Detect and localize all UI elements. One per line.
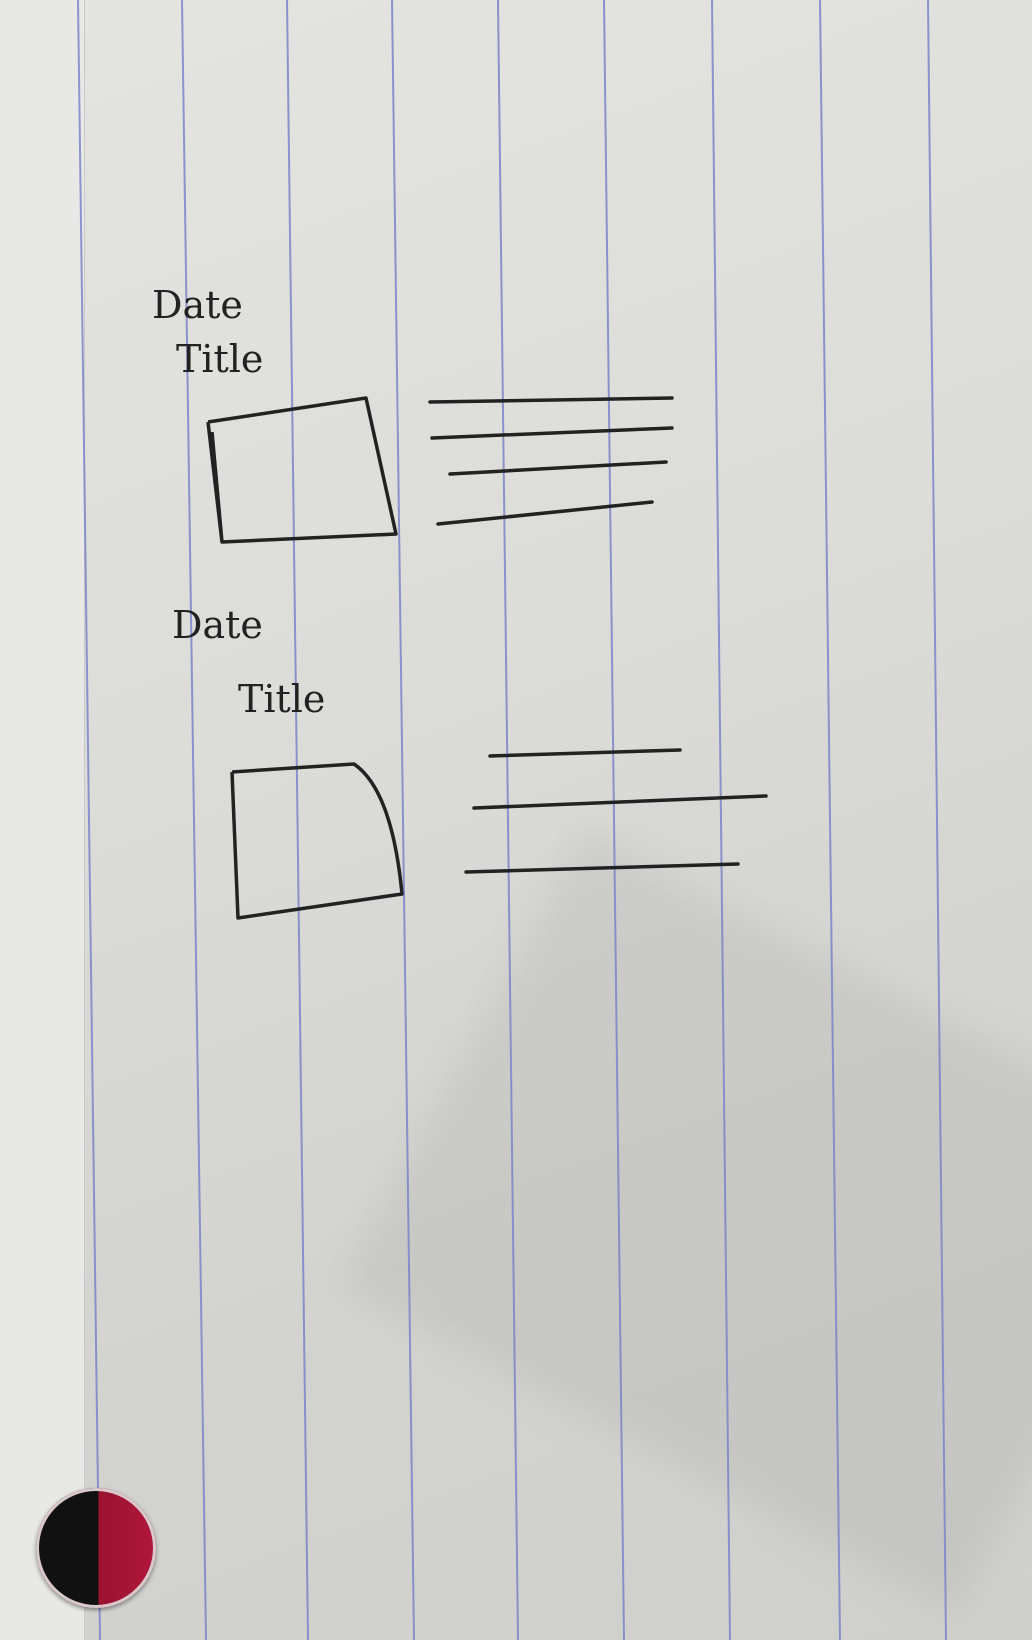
ruled-line — [711, 0, 731, 1640]
entry-2: Date Title — [172, 603, 768, 920]
text-line — [428, 396, 674, 404]
ruled-line — [819, 0, 841, 1640]
date-label: Date — [152, 283, 243, 327]
ruled-line — [603, 0, 625, 1640]
date-label: Date — [172, 603, 263, 647]
ruled-line — [391, 0, 415, 1640]
image-placeholder-box — [206, 396, 398, 544]
title-label: Title — [238, 677, 325, 721]
ruled-line — [927, 0, 947, 1640]
entry-1: Date Title — [152, 283, 674, 544]
text-line — [488, 748, 682, 758]
image-placeholder-box — [230, 762, 404, 920]
paper-margin-strip — [0, 0, 85, 1640]
text-line — [436, 500, 654, 526]
ruled-lines — [77, 0, 947, 1640]
text-line — [448, 460, 668, 476]
title-label: Title — [176, 337, 263, 381]
text-placeholder-lines — [464, 748, 768, 874]
ruled-line — [286, 0, 309, 1640]
text-line — [430, 426, 674, 440]
magnet-dot — [36, 1488, 156, 1608]
text-placeholder-lines — [428, 396, 674, 526]
ruled-line — [77, 0, 101, 1640]
ruled-line — [497, 0, 519, 1640]
ruled-line — [181, 0, 207, 1640]
text-line — [472, 794, 768, 810]
text-line — [464, 862, 740, 874]
